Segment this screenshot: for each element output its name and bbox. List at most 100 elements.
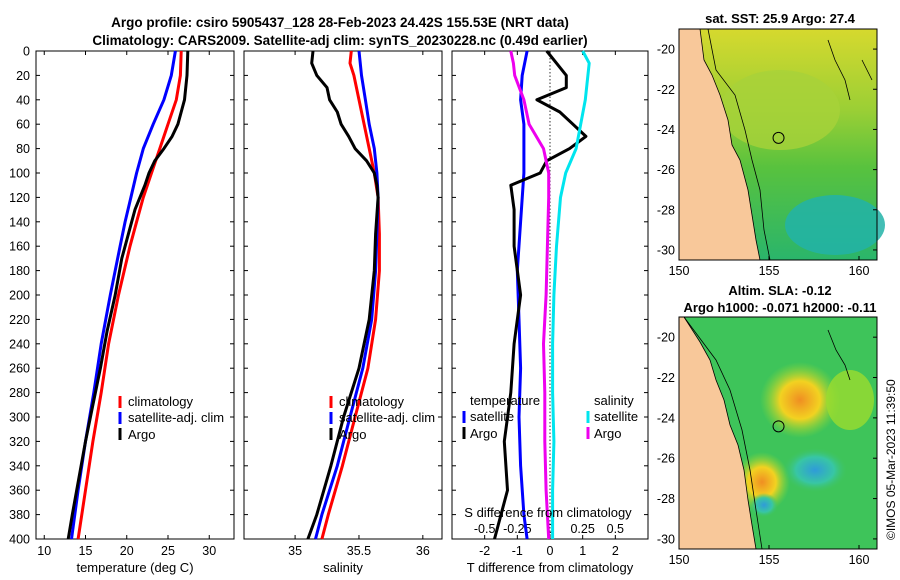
- map-lon-label: 155: [759, 553, 780, 567]
- map-lat-label: -22: [657, 83, 675, 97]
- difference-x2label: S difference from climatology: [464, 505, 632, 520]
- y-tick-label: 380: [9, 508, 30, 522]
- title-line-2: Climatology: CARS2009. Satellite-adj cli…: [92, 33, 588, 48]
- sla-map-subtitle: Argo h1000: -0.071 h2000: -0.11: [683, 300, 877, 315]
- sla-map-title: Altim. SLA: -0.12: [728, 283, 832, 298]
- sla-float-marker: [772, 420, 785, 433]
- sst-map-land: [678, 28, 761, 261]
- map-lon-label: 160: [849, 553, 870, 567]
- x-tick-label: 1: [579, 544, 586, 558]
- temperature-legend: climatology satellite-adj. clim Argo: [118, 394, 224, 442]
- y-tick-label: 340: [9, 459, 30, 473]
- legend-label-argo: Argo: [128, 427, 155, 442]
- map-lat-label: -30: [657, 243, 675, 257]
- salinity-xlabel: salinity: [323, 560, 363, 575]
- map-lon-label: 160: [849, 264, 870, 278]
- y-tick-label: 240: [9, 337, 30, 351]
- series-line-temperature-satellite: [515, 50, 529, 540]
- sst-map: 150 155 160 -20 -22 -24 -26 -28 -30: [657, 28, 885, 278]
- x-tick-label: -1: [512, 544, 523, 558]
- legend-label-satellite-adj: satellite-adj. clim: [128, 410, 224, 425]
- legend-label-argo: Argo: [339, 427, 366, 442]
- y-tick-label: 360: [9, 484, 30, 498]
- sst-cool-patch: [785, 195, 885, 255]
- x-tick-label: 2: [612, 544, 619, 558]
- series-line-climatology: [76, 50, 183, 540]
- series-line-salinity-argo: [509, 50, 551, 540]
- map-lon-label: 150: [669, 264, 690, 278]
- map-lat-label: -28: [657, 492, 675, 506]
- x2-tick-label: 0.5: [607, 522, 624, 536]
- temperature-axes-frame: [35, 50, 235, 540]
- sla-map-frame: [678, 316, 878, 550]
- series-line-argo: [66, 50, 190, 540]
- legend-label-sal-satellite: satellite: [594, 409, 638, 424]
- x-tick-label: 35: [288, 544, 302, 558]
- y-tick-label: 0: [23, 45, 30, 59]
- sla-high-eddy-3: [826, 370, 874, 430]
- y-tick-label: 100: [9, 167, 30, 181]
- sla-high-eddy-1: [760, 362, 840, 438]
- temperature-xlabel: temperature (deg C): [76, 560, 193, 575]
- map-lat-label: -28: [657, 203, 675, 217]
- y-tick-label: 180: [9, 264, 30, 278]
- series-line-salinity-satellite: [551, 50, 591, 539]
- y-tick-label: 140: [9, 215, 30, 229]
- y-tick-label: 280: [9, 386, 30, 400]
- difference-xlabel: T difference from climatology: [467, 560, 634, 575]
- sla-low-eddy-1: [750, 493, 778, 517]
- sst-map-frame: [678, 28, 878, 261]
- x2-tick-label: 0.25: [570, 522, 594, 536]
- x-tick-label: 0: [547, 544, 554, 558]
- legend-label-climatology: climatology: [128, 394, 194, 409]
- legend-label-satellite-adj: satellite-adj. clim: [339, 410, 435, 425]
- sla-map: 150 155 160 -20 -22 -24 -26 -28 -30: [657, 316, 878, 567]
- difference-legend: temperature salinity satellite Argo sate…: [462, 393, 638, 441]
- sla-reef-contour: [827, 329, 851, 381]
- y-tick-label: 80: [16, 142, 30, 156]
- y-tick-label: 20: [16, 69, 30, 83]
- x-tick-label: 35.5: [347, 544, 371, 558]
- legend-label-temp-satellite: satellite: [470, 409, 514, 424]
- series-line-temperature-argo: [493, 50, 588, 540]
- map-lat-label: -24: [657, 411, 675, 425]
- map-lat-label: -24: [657, 123, 675, 137]
- sla-map-land: [678, 316, 757, 550]
- map-lat-label: -20: [657, 43, 675, 57]
- y-tick-label: 120: [9, 191, 30, 205]
- temperature-plot: 10 15 20 25 30: [36, 50, 234, 558]
- x2-tick-label: 0: [547, 522, 554, 536]
- series-line-satellite-adj-clim: [70, 50, 177, 540]
- y-tick-label: 40: [16, 93, 30, 107]
- sla-low-eddy-2: [783, 448, 847, 492]
- sst-reef-contour: [827, 39, 873, 101]
- series-line-argo: [306, 50, 380, 540]
- x-tick-label: 25: [161, 544, 175, 558]
- imos-credit: ©IMOS 05-Mar-2023 11:39:50: [884, 379, 898, 540]
- map-lat-label: -30: [657, 532, 675, 546]
- y-tick-label: 400: [9, 533, 30, 547]
- map-lon-label: 155: [759, 264, 780, 278]
- x2-tick-label: -0.5: [474, 522, 496, 536]
- legend-heading-temperature: temperature: [470, 393, 540, 408]
- map-lat-label: -22: [657, 371, 675, 385]
- difference-plot: -2 -1 0 1 2-0.5 -0.25 0 0.25 0.5: [452, 50, 648, 558]
- legend-label-sal-argo: Argo: [594, 426, 621, 441]
- x-tick-label: 36: [416, 544, 430, 558]
- sst-shelf-contour: [707, 28, 771, 261]
- map-lat-label: -20: [657, 331, 675, 345]
- sst-float-marker: [772, 131, 785, 144]
- y-tick-label: 60: [16, 118, 30, 132]
- x-tick-label: 20: [120, 544, 134, 558]
- difference-axes-frame: [451, 50, 649, 540]
- x-tick-label: 30: [202, 544, 216, 558]
- salinity-plot: 35 35.5 36: [244, 50, 442, 558]
- map-lat-label: -26: [657, 163, 675, 177]
- title-line-1: Argo profile: csiro 5905437_128 28-Feb-2…: [111, 15, 569, 30]
- x-tick-label: 15: [79, 544, 93, 558]
- y-tick-label: 160: [9, 240, 30, 254]
- salinity-legend: climatology satellite-adj. clim Argo: [329, 394, 435, 442]
- y-tick-label: 320: [9, 435, 30, 449]
- y-tick-label: 300: [9, 411, 30, 425]
